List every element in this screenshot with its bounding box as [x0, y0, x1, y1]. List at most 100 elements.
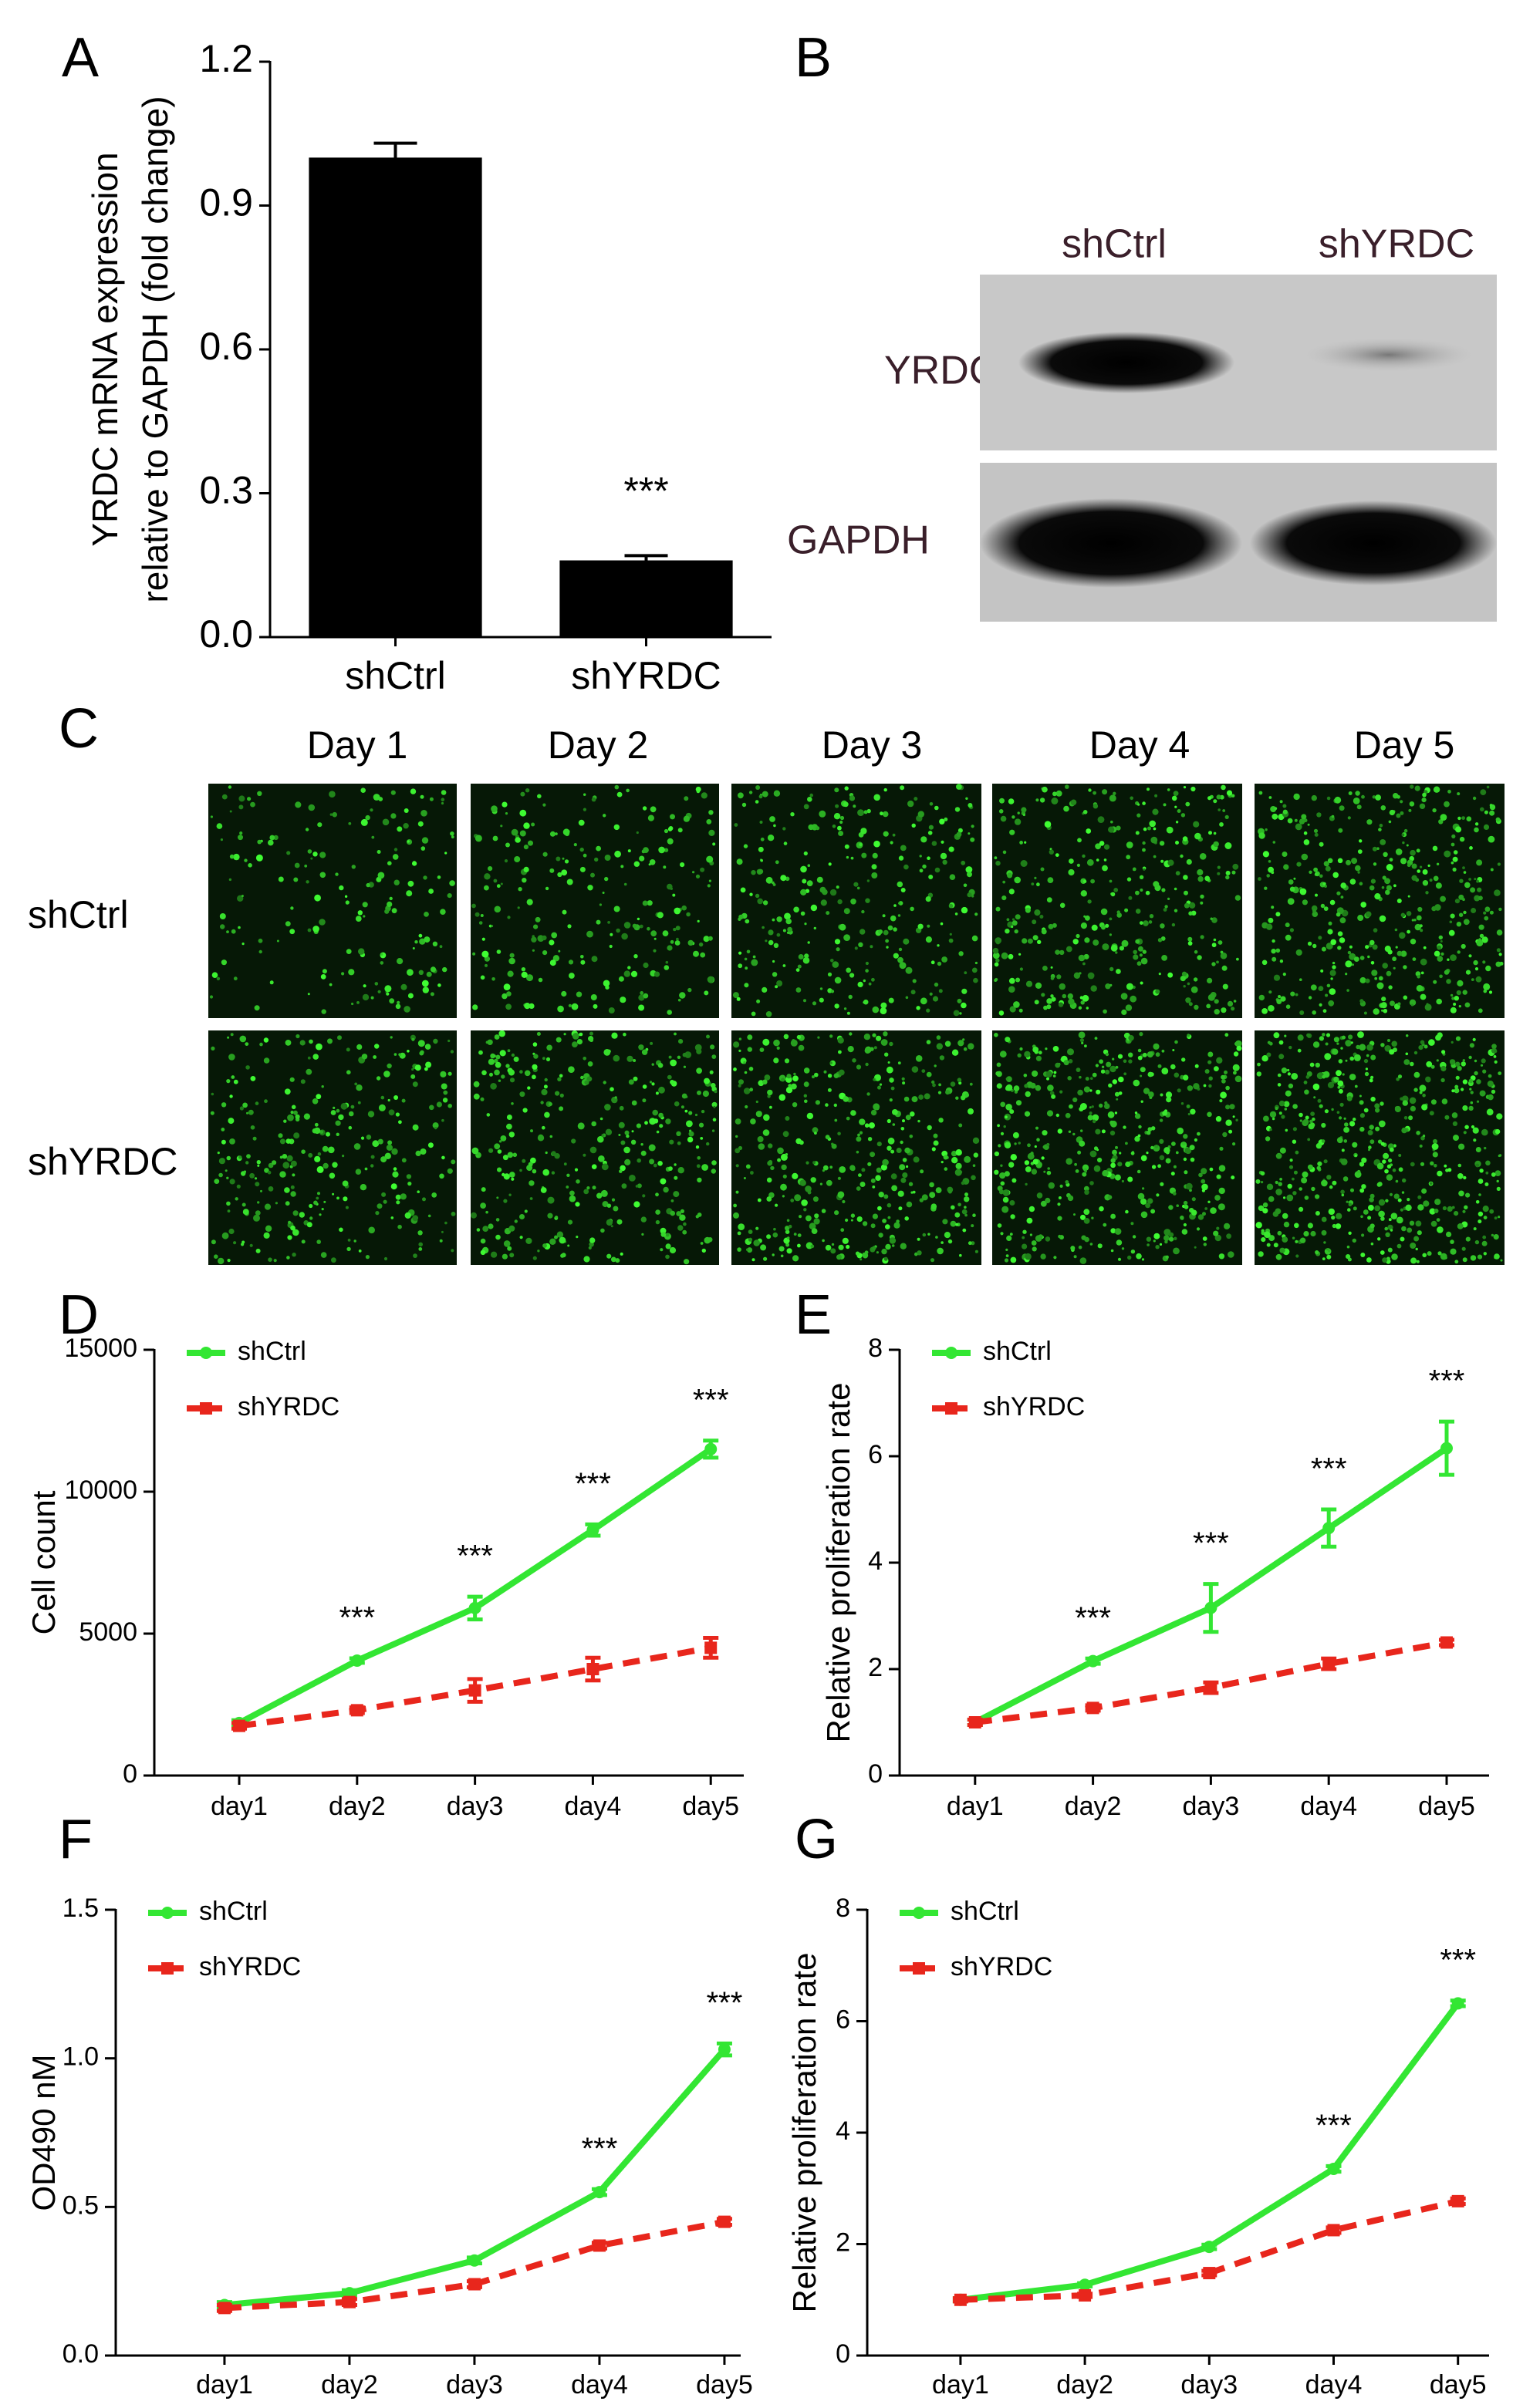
cell-dot: [655, 1209, 660, 1215]
cell-dot: [239, 831, 243, 835]
cell-dot: [680, 1209, 685, 1213]
cell-dot: [1255, 1179, 1261, 1184]
cell-dot: [1395, 848, 1403, 855]
cell-dot: [1438, 819, 1444, 825]
cell-dot: [1384, 1045, 1392, 1052]
cell-dot: [1427, 1251, 1432, 1256]
cell-dot: [418, 933, 423, 938]
cell-dot: [511, 1053, 515, 1057]
cell-dot: [1279, 1178, 1282, 1181]
cell-dot: [920, 1169, 924, 1174]
cell-dot: [1342, 1073, 1345, 1076]
cell-dot: [1425, 891, 1429, 895]
cell-dot: [826, 1179, 832, 1186]
point: [1079, 2288, 1092, 2302]
cell-dot: [1368, 1148, 1370, 1152]
cell-dot: [489, 1072, 493, 1077]
row-label: shCtrl: [28, 893, 129, 936]
cell-dot: [961, 906, 968, 914]
cell-dot: [1261, 1055, 1268, 1062]
cell-dot: [1310, 1230, 1316, 1237]
cell-dot: [1476, 1100, 1480, 1103]
cell-dot: [519, 830, 526, 837]
cell-dot: [1103, 1103, 1110, 1109]
cell-dot: [760, 1244, 767, 1251]
cell-dot: [1489, 910, 1494, 915]
cell-dot: [1103, 1009, 1107, 1014]
cell-dot: [226, 1201, 231, 1206]
cell-dot: [900, 1243, 907, 1250]
cell-dot: [971, 1175, 976, 1181]
cell-dot: [1458, 912, 1464, 917]
cell-dot: [495, 1061, 502, 1068]
cell-dot: [348, 821, 352, 825]
cell-dot: [900, 1140, 903, 1145]
cell-dot: [1429, 1208, 1436, 1215]
significance: ***: [575, 1467, 611, 1501]
cell-dot: [226, 1176, 229, 1180]
cell-dot: [919, 868, 924, 873]
cell-dot: [973, 977, 978, 983]
cell-dot: [1462, 1257, 1467, 1263]
cell-dot: [1361, 1157, 1367, 1163]
cell-dot: [897, 914, 901, 917]
cell-dot: [1048, 1182, 1055, 1189]
cell-dot: [229, 854, 235, 859]
cell-dot: [417, 1190, 420, 1193]
cell-dot: [583, 1153, 586, 1157]
cell-dot: [1343, 1127, 1349, 1133]
cell-dot: [268, 839, 274, 846]
cell-dot: [1002, 1196, 1009, 1203]
cell-dot: [1046, 1004, 1052, 1010]
cell-dot: [963, 883, 968, 888]
cell-dot: [338, 1114, 344, 1121]
cell-dot: [572, 1041, 578, 1047]
cell-dot: [1290, 991, 1295, 997]
cell-dot: [370, 1155, 375, 1159]
cell-dot: [1400, 800, 1403, 804]
cell-dot: [854, 946, 858, 950]
cell-dot: [1398, 1167, 1403, 1172]
cell-dot: [922, 1233, 927, 1237]
cell-dot: [241, 895, 244, 898]
cell-dot: [893, 1222, 900, 1229]
legend-marker: [161, 1962, 174, 1975]
cell-dot: [1034, 1000, 1039, 1005]
cell-dot: [687, 939, 694, 946]
cell-dot: [1309, 870, 1312, 875]
cell-dot: [828, 862, 832, 866]
cell-dot: [1001, 1206, 1009, 1213]
cell-dot: [583, 1057, 586, 1061]
cell-dot: [1148, 920, 1153, 924]
cell-dot: [412, 1081, 418, 1088]
cell-dot: [361, 1054, 368, 1060]
cell-dot: [1360, 1253, 1366, 1257]
cell-dot: [663, 865, 667, 869]
cell-dot: [1125, 1004, 1133, 1011]
cell-dot: [1307, 1223, 1313, 1229]
cell-dot: [544, 1111, 550, 1118]
cell-dot: [630, 1139, 637, 1145]
cell-dot: [1370, 1096, 1376, 1102]
cell-dot: [961, 860, 966, 865]
cell-dot: [1421, 798, 1427, 803]
cell-dot: [258, 938, 263, 943]
cell-dot: [684, 1109, 688, 1113]
significance: ***: [339, 1601, 375, 1635]
cell-dot: [1453, 850, 1458, 855]
cell-dot: [681, 1105, 684, 1109]
cell-dot: [1166, 826, 1174, 834]
cell-dot: [1083, 1086, 1090, 1093]
cell-dot: [1341, 1193, 1345, 1197]
cell-dot: [816, 826, 820, 831]
cell-dot: [891, 1185, 897, 1192]
cell-dot: [860, 828, 867, 835]
cell-dot: [606, 1219, 613, 1226]
cell-dot: [532, 1042, 538, 1047]
cell-dot: [1261, 1008, 1268, 1014]
cell-dot: [623, 1032, 626, 1037]
y-tick-label: 0.5: [62, 2190, 99, 2220]
cell-dot: [1382, 963, 1388, 969]
cell-dot: [1379, 824, 1383, 828]
cell-dot: [832, 961, 839, 968]
